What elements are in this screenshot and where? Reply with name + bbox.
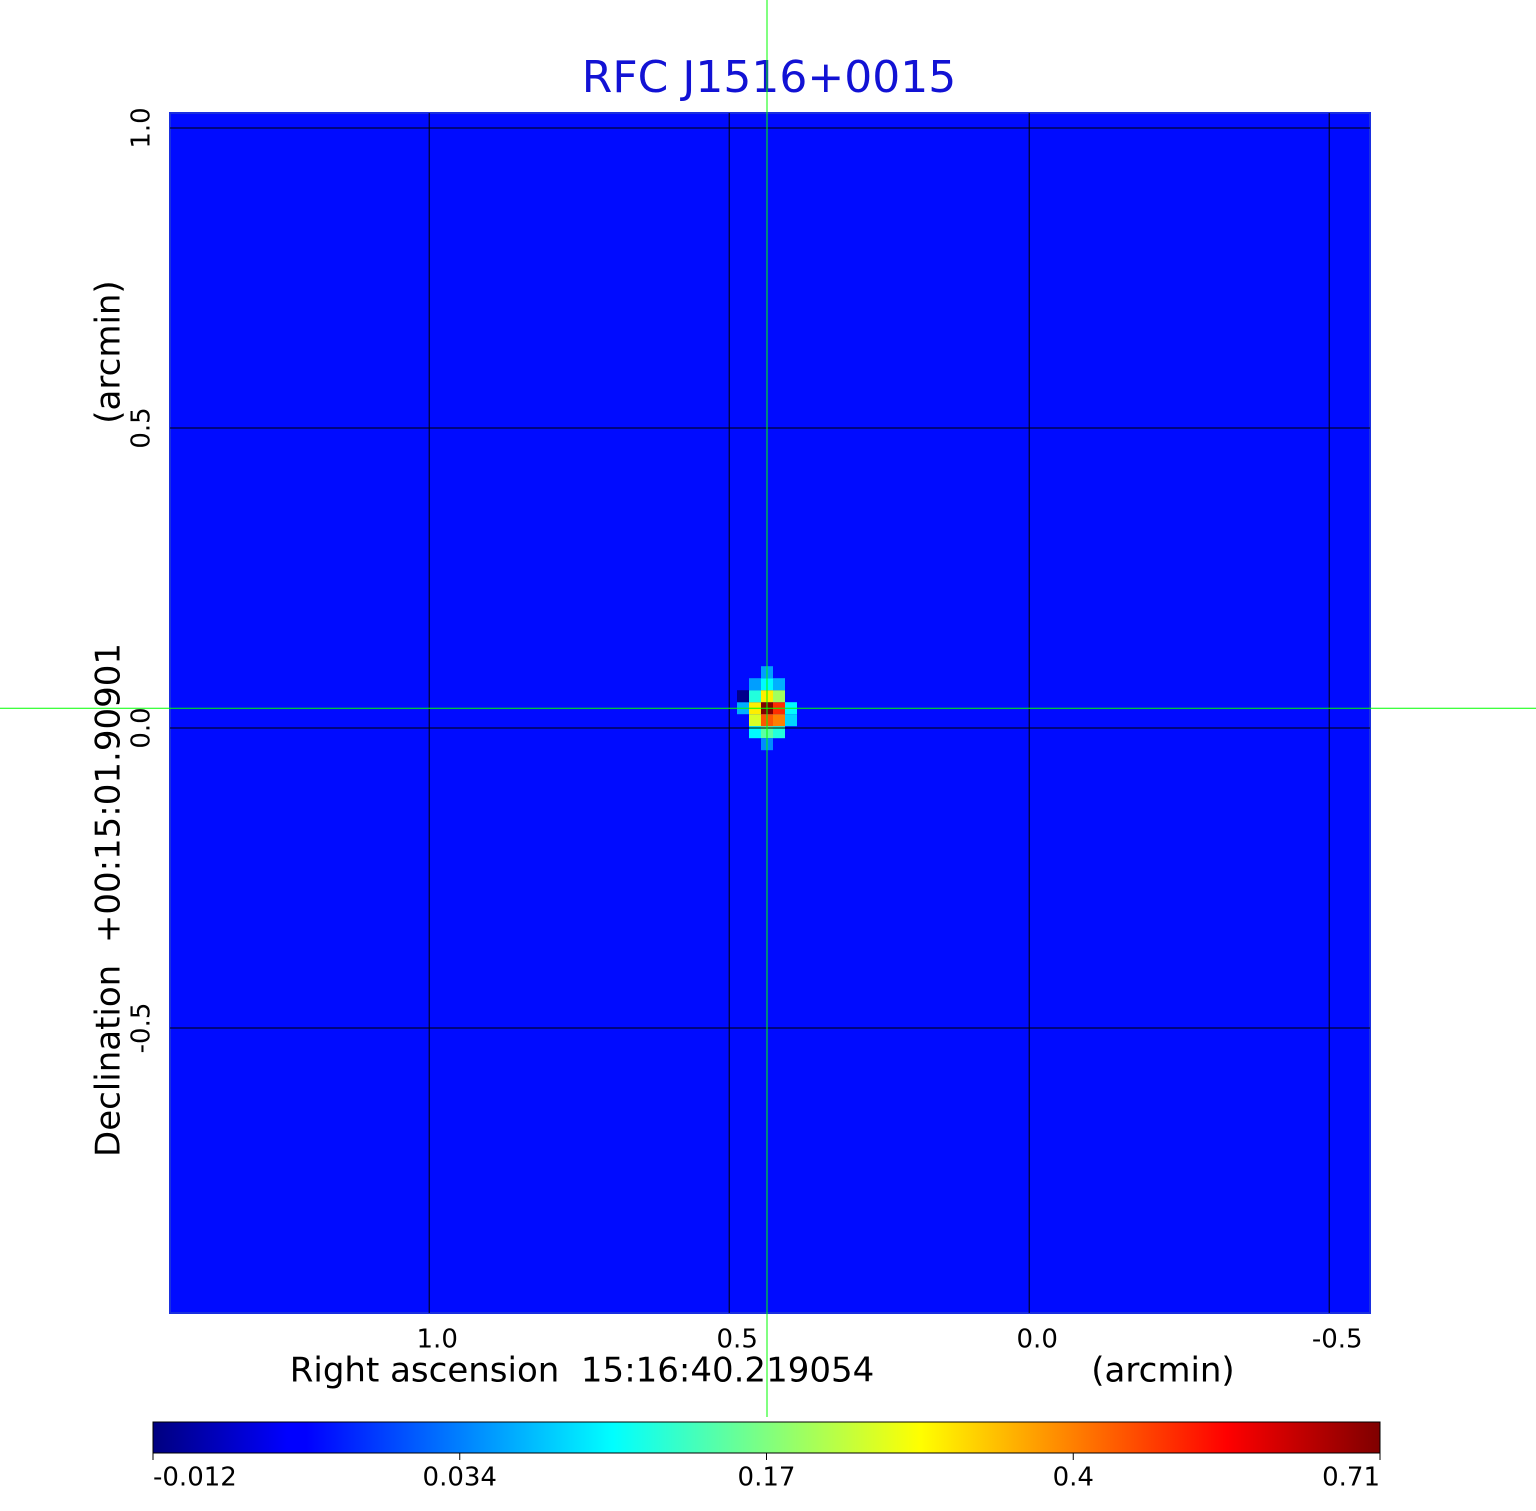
colorbar-tick-label: 0.034 bbox=[423, 1463, 497, 1493]
image-pixel bbox=[749, 726, 761, 739]
image-pixel bbox=[773, 678, 785, 691]
y-tick-label: 1.0 bbox=[127, 107, 157, 148]
colorbar bbox=[152, 1421, 1381, 1454]
y-axis-unit: (arcmin) bbox=[89, 280, 129, 423]
image-pixel bbox=[737, 690, 749, 703]
x-tick-label: 0.5 bbox=[717, 1325, 758, 1355]
x-tick-label: 0.0 bbox=[1017, 1325, 1058, 1355]
plot-area bbox=[170, 113, 1370, 1313]
image-pixel bbox=[773, 726, 785, 739]
colorbar-tick-label: 0.71 bbox=[1322, 1463, 1380, 1493]
y-tick-label: -0.5 bbox=[127, 1003, 157, 1054]
x-tick-label: 1.0 bbox=[417, 1325, 458, 1355]
x-axis-label: Right ascension 15:16:40.219054 bbox=[290, 1351, 874, 1391]
x-axis-unit: (arcmin) bbox=[1091, 1351, 1234, 1391]
image-pixel bbox=[749, 714, 761, 727]
y-axis-label: Declination +00:15:01.90901 bbox=[89, 643, 129, 1157]
colorbar-tick-label: -0.012 bbox=[153, 1463, 237, 1493]
colorbar-tick-label: 0.17 bbox=[738, 1463, 796, 1493]
image-pixel bbox=[773, 690, 785, 703]
annotations bbox=[0, 0, 1536, 1417]
colorbar-tick-label: 0.4 bbox=[1053, 1463, 1094, 1493]
image-pixel bbox=[785, 714, 797, 727]
plot-frame bbox=[169, 112, 1371, 1314]
image-pixel bbox=[749, 690, 761, 703]
chart-title: RFC J1516+0015 bbox=[582, 52, 956, 103]
y-tick-label: 0.0 bbox=[127, 707, 157, 748]
y-tick-label: 0.5 bbox=[127, 407, 157, 448]
x-tick-label: -0.5 bbox=[1312, 1325, 1363, 1355]
image-pixel bbox=[773, 714, 785, 727]
image-pixel bbox=[749, 678, 761, 691]
